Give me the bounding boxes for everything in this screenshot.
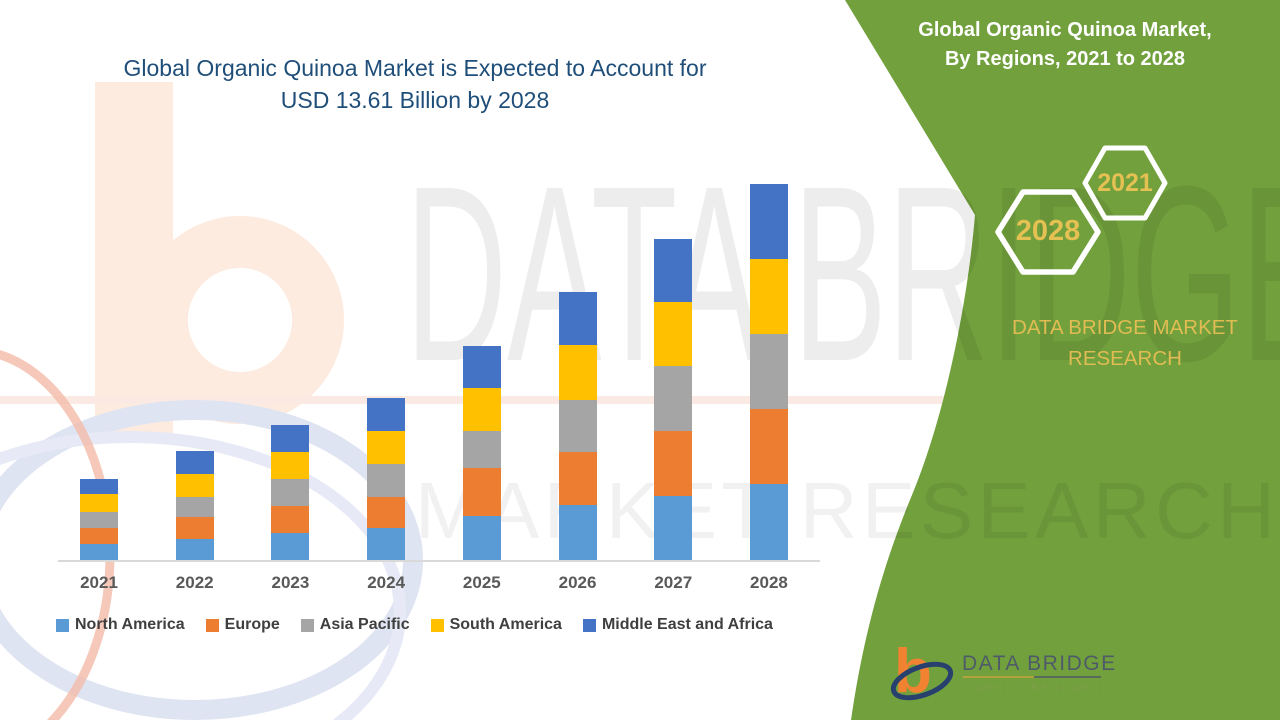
bar-segment-2026-north-america: [558, 505, 597, 560]
legend-label: Middle East and Africa: [601, 616, 773, 633]
bar-segment-2025-middle-east-and-africa: [462, 345, 501, 388]
x-axis-line: [58, 560, 820, 562]
bar-segment-2025-europe: [462, 468, 501, 517]
bar-2022: [175, 451, 214, 560]
hexagon-2021-outline-icon: [1082, 145, 1168, 221]
data-bridge-logo: b DATA BRIDGE MARKET RESEARCH: [890, 637, 1117, 706]
chart-title-line1: Global Organic Quinoa Market is Expected…: [123, 55, 707, 81]
bar-segment-2024-north-america: [367, 527, 406, 560]
chart-title-line2: USD 13.61 Billion by 2028: [280, 87, 550, 113]
bar-segment-2021-middle-east-and-africa: [80, 479, 118, 495]
legend-item-south-america: South America: [430, 616, 562, 634]
hexagon-2028-outline-icon: [995, 189, 1101, 275]
bar-segment-2022-north-america: [175, 539, 214, 560]
bar-segment-2025-south-america: [462, 387, 501, 431]
x-axis-label-2021: 2021: [80, 573, 118, 592]
legend-marker-icon: [300, 618, 314, 632]
bar-2025: [462, 345, 501, 560]
bar-segment-2023-asia-pacific: [271, 478, 310, 506]
logo-name-text: DATA BRIDGE: [962, 652, 1117, 675]
hexagon-2021-label: 2021: [1097, 169, 1153, 197]
bar-segment-2024-south-america: [367, 431, 406, 465]
bar-segment-2023-south-america: [271, 451, 310, 479]
bar-segment-2027-north-america: [654, 495, 693, 560]
bar-segment-2025-asia-pacific: [462, 430, 501, 468]
legend-item-asia-pacific: Asia Pacific: [300, 616, 410, 634]
bar-2027: [654, 238, 693, 560]
bar-segment-2022-south-america: [175, 474, 214, 498]
logo-tagline-text: MARKET RESEARCH: [964, 683, 1113, 694]
brand-text: DATA BRIDGE MARKET RESEARCH: [990, 312, 1260, 374]
bar-segment-2026-middle-east-and-africa: [558, 292, 597, 346]
bar-segment-2022-asia-pacific: [175, 497, 214, 517]
bar-segment-2027-south-america: [654, 301, 693, 367]
bar-segment-2021-europe: [80, 527, 118, 544]
legend-marker-icon: [582, 618, 596, 632]
bar-2026: [558, 292, 597, 560]
legend-marker-icon: [430, 618, 444, 632]
legend-label: Europe: [224, 616, 280, 633]
bar-segment-2024-europe: [367, 497, 406, 528]
bar-segment-2025-north-america: [462, 516, 501, 560]
green-panel-shape: [845, 0, 1280, 720]
bar-segment-2028-south-america: [749, 258, 788, 334]
bar-segment-2021-north-america: [80, 543, 118, 560]
bar-segment-2028-north-america: [749, 484, 788, 560]
bar-segment-2021-south-america: [80, 494, 118, 512]
bar-segment-2026-europe: [558, 451, 597, 506]
legend-marker-icon: [205, 618, 219, 632]
bar-2023: [271, 424, 310, 560]
x-axis-label-2027: 2027: [654, 573, 693, 592]
bar-segment-2024-middle-east-and-africa: [367, 398, 406, 432]
bar-2021: [80, 479, 118, 560]
bar-segment-2026-asia-pacific: [558, 400, 597, 452]
bar-segment-2022-europe: [175, 516, 214, 540]
x-axis-label-2025: 2025: [462, 573, 501, 592]
bar-segment-2028-europe: [749, 408, 788, 485]
bar-segment-2028-middle-east-and-africa: [749, 183, 788, 259]
bar-segment-2027-asia-pacific: [654, 366, 693, 431]
panel-heading: Global Organic Quinoa Market, By Regions…: [880, 16, 1250, 74]
legend-label: South America: [449, 616, 562, 633]
bar-segment-2023-north-america: [271, 532, 310, 560]
legend-item-middle-east-and-africa: Middle East and Africa: [582, 616, 773, 634]
bar-segment-2026-south-america: [558, 345, 597, 401]
bar-segment-2023-europe: [271, 505, 310, 533]
legend-item-europe: Europe: [205, 616, 280, 634]
panel-heading-line2: By Regions, 2021 to 2028: [944, 48, 1186, 70]
brand-text-line1: DATA BRIDGE MARKET: [1012, 316, 1238, 339]
bar-segment-2027-europe: [654, 430, 693, 496]
bar-2028: [749, 183, 788, 560]
bar-segment-2027-middle-east-and-africa: [654, 238, 693, 302]
bar-segment-2023-middle-east-and-africa: [271, 424, 310, 452]
legend-marker-icon: [56, 618, 69, 632]
chart-title: Global Organic Quinoa Market is Expected…: [30, 52, 800, 116]
legend: North America Europe Asia Pacific South Ame…: [56, 616, 773, 634]
bar-segment-2028-asia-pacific: [749, 333, 788, 409]
x-axis-label-2024: 2024: [367, 573, 406, 592]
brand-text-line2: RESEARCH: [1068, 347, 1182, 370]
x-axis-label-2028: 2028: [750, 573, 788, 592]
watermark-ellipse2-icon: [0, 431, 406, 720]
bar-segment-2022-middle-east-and-africa: [175, 451, 214, 475]
panel-heading-line1: Global Organic Quinoa Market,: [918, 19, 1212, 41]
logo-swoosh-icon: [890, 661, 954, 701]
hexagon-2028-label: 2028: [1015, 215, 1081, 247]
x-axis-label-2023: 2023: [271, 573, 310, 592]
bar-2024: [367, 398, 406, 560]
legend-label: North America: [75, 616, 185, 633]
bar-segment-2024-asia-pacific: [367, 464, 406, 498]
legend-label: Asia Pacific: [319, 616, 410, 633]
x-axis-label-2026: 2026: [558, 573, 597, 592]
bar-segment-2021-asia-pacific: [80, 511, 118, 528]
x-axis-label-2022: 2022: [175, 573, 214, 592]
legend-item-north-america: North America: [56, 616, 185, 634]
